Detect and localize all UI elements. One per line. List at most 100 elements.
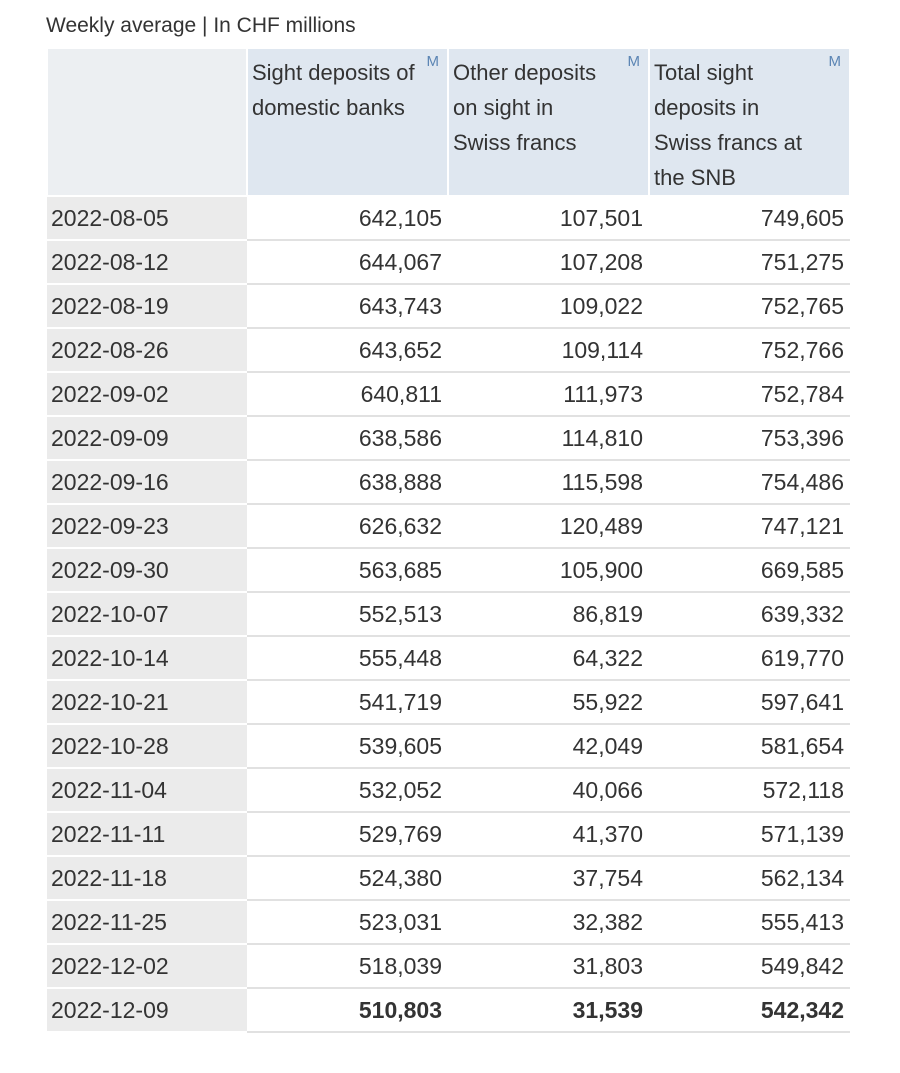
monthly-marker[interactable]: M — [426, 53, 440, 70]
row-date-cell: 2022-09-16 — [47, 460, 247, 505]
table-body: 2022-08-05 642,105 107,501 749,605 2022-08-1… — [47, 196, 850, 1033]
value-cell-other-deposits: 105,900 — [448, 548, 649, 593]
value-cell-other-deposits: 115,598 — [448, 460, 649, 505]
value-cell-other-deposits: 32,382 — [448, 900, 649, 945]
value-cell-domestic-banks: 523,031 — [247, 900, 448, 945]
table-row: 2022-09-02 640,811 111,973 752,784 — [47, 372, 850, 417]
value-cell-other-deposits: 114,810 — [448, 416, 649, 461]
value-cell-other-deposits: 40,066 — [448, 768, 649, 813]
row-date-cell: 2022-10-28 — [47, 724, 247, 769]
value-cell-domestic-banks: 555,448 — [247, 636, 448, 681]
table-row: 2022-11-04 532,052 40,066 572,118 — [47, 768, 850, 813]
value-cell-domestic-banks: 552,513 — [247, 592, 448, 637]
value-cell-domestic-banks: 638,586 — [247, 416, 448, 461]
table-row: 2022-11-18 524,380 37,754 562,134 — [47, 856, 850, 901]
table-row: 2022-10-21 541,719 55,922 597,641 — [47, 680, 850, 725]
value-cell-domestic-banks: 643,652 — [247, 328, 448, 373]
value-cell-other-deposits: 64,322 — [448, 636, 649, 681]
row-date-cell: 2022-11-18 — [47, 856, 247, 901]
table-row: 2022-09-30 563,685 105,900 669,585 — [47, 548, 850, 593]
column-header-domestic-banks: Sight deposits of domestic banks M — [246, 47, 449, 197]
value-cell-total-sight-deposits: 549,842 — [649, 944, 850, 989]
row-date-cell: 2022-09-09 — [47, 416, 247, 461]
value-cell-other-deposits: 109,022 — [448, 284, 649, 329]
value-cell-domestic-banks: 539,605 — [247, 724, 448, 769]
value-cell-total-sight-deposits: 752,766 — [649, 328, 850, 373]
value-cell-domestic-banks: 510,803 — [247, 988, 448, 1033]
sight-deposits-table: Sight deposits of domestic banks M Other… — [46, 47, 851, 1033]
row-date-cell: 2022-11-11 — [47, 812, 247, 857]
value-cell-total-sight-deposits: 754,486 — [649, 460, 850, 505]
table-row: 2022-09-09 638,586 114,810 753,396 — [47, 416, 850, 461]
value-cell-total-sight-deposits: 749,605 — [649, 196, 850, 241]
table-row: 2022-08-19 643,743 109,022 752,765 — [47, 284, 850, 329]
value-cell-total-sight-deposits: 572,118 — [649, 768, 850, 813]
row-date-cell: 2022-09-30 — [47, 548, 247, 593]
value-cell-other-deposits: 107,208 — [448, 240, 649, 285]
table-caption: Weekly average | In CHF millions — [46, 14, 356, 37]
column-header-label: Total sight deposits in Swiss francs at … — [654, 60, 802, 190]
value-cell-total-sight-deposits: 619,770 — [649, 636, 850, 681]
column-header-label: Sight deposits of domestic banks — [252, 60, 415, 120]
table-row: 2022-12-02 518,039 31,803 549,842 — [47, 944, 850, 989]
table-row: 2022-10-28 539,605 42,049 581,654 — [47, 724, 850, 769]
value-cell-total-sight-deposits: 753,396 — [649, 416, 850, 461]
table-row: 2022-10-14 555,448 64,322 619,770 — [47, 636, 850, 681]
value-cell-domestic-banks: 626,632 — [247, 504, 448, 549]
value-cell-domestic-banks: 541,719 — [247, 680, 448, 725]
table-row: 2022-10-07 552,513 86,819 639,332 — [47, 592, 850, 637]
value-cell-domestic-banks: 643,743 — [247, 284, 448, 329]
header-row: Sight deposits of domestic banks M Other… — [46, 47, 851, 197]
table-row: 2022-08-12 644,067 107,208 751,275 — [47, 240, 850, 285]
table-row: 2022-11-25 523,031 32,382 555,413 — [47, 900, 850, 945]
value-cell-other-deposits: 37,754 — [448, 856, 649, 901]
value-cell-total-sight-deposits: 752,784 — [649, 372, 850, 417]
monthly-marker[interactable]: M — [828, 53, 842, 70]
row-date-cell: 2022-10-07 — [47, 592, 247, 637]
row-date-cell: 2022-10-21 — [47, 680, 247, 725]
value-cell-domestic-banks: 518,039 — [247, 944, 448, 989]
value-cell-domestic-banks: 532,052 — [247, 768, 448, 813]
value-cell-total-sight-deposits: 669,585 — [649, 548, 850, 593]
value-cell-total-sight-deposits: 571,139 — [649, 812, 850, 857]
row-date-cell: 2022-08-12 — [47, 240, 247, 285]
header-corner-cell — [46, 47, 248, 197]
row-date-cell: 2022-08-05 — [47, 196, 247, 241]
value-cell-other-deposits: 109,114 — [448, 328, 649, 373]
value-cell-other-deposits: 31,539 — [448, 988, 649, 1033]
table-row: 2022-09-16 638,888 115,598 754,486 — [47, 460, 850, 505]
table-row: 2022-08-05 642,105 107,501 749,605 — [47, 196, 850, 241]
row-date-cell: 2022-11-25 — [47, 900, 247, 945]
value-cell-other-deposits: 86,819 — [448, 592, 649, 637]
row-date-cell: 2022-08-19 — [47, 284, 247, 329]
table-row: 2022-09-23 626,632 120,489 747,121 — [47, 504, 850, 549]
value-cell-total-sight-deposits: 639,332 — [649, 592, 850, 637]
value-cell-other-deposits: 42,049 — [448, 724, 649, 769]
table-row: 2022-11-11 529,769 41,370 571,139 — [47, 812, 850, 857]
table-row: 2022-12-09 510,803 31,539 542,342 — [47, 988, 850, 1033]
value-cell-domestic-banks: 638,888 — [247, 460, 448, 505]
value-cell-total-sight-deposits: 597,641 — [649, 680, 850, 725]
value-cell-total-sight-deposits: 542,342 — [649, 988, 850, 1033]
value-cell-total-sight-deposits: 751,275 — [649, 240, 850, 285]
value-cell-other-deposits: 120,489 — [448, 504, 649, 549]
row-date-cell: 2022-12-02 — [47, 944, 247, 989]
row-date-cell: 2022-12-09 — [47, 988, 247, 1033]
value-cell-total-sight-deposits: 555,413 — [649, 900, 850, 945]
value-cell-domestic-banks: 642,105 — [247, 196, 448, 241]
column-header-other-deposits: Other deposits on sight in Swiss francs … — [447, 47, 650, 197]
value-cell-domestic-banks: 563,685 — [247, 548, 448, 593]
value-cell-other-deposits: 55,922 — [448, 680, 649, 725]
column-header-label: Other deposits on sight in Swiss francs — [453, 60, 597, 155]
table-row: 2022-08-26 643,652 109,114 752,766 — [47, 328, 850, 373]
value-cell-domestic-banks: 529,769 — [247, 812, 448, 857]
value-cell-other-deposits: 31,803 — [448, 944, 649, 989]
row-date-cell: 2022-10-14 — [47, 636, 247, 681]
value-cell-other-deposits: 111,973 — [448, 372, 649, 417]
monthly-marker[interactable]: M — [627, 53, 641, 70]
value-cell-total-sight-deposits: 747,121 — [649, 504, 850, 549]
row-date-cell: 2022-09-23 — [47, 504, 247, 549]
value-cell-domestic-banks: 640,811 — [247, 372, 448, 417]
value-cell-other-deposits: 41,370 — [448, 812, 649, 857]
row-date-cell: 2022-11-04 — [47, 768, 247, 813]
